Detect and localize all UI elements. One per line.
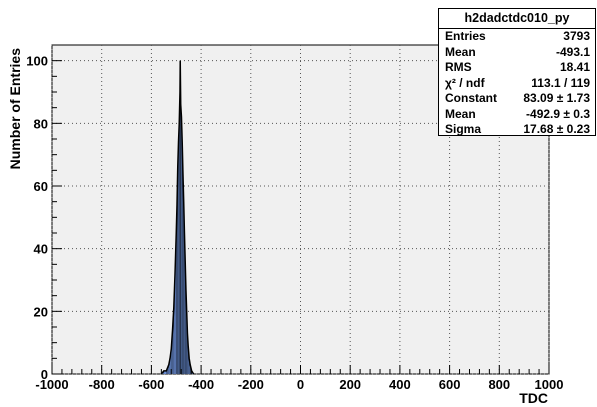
stats-rows: Entries 3793 Mean -493.1 RMS 18.41 χ² / ndf 113… xyxy=(439,29,595,138)
stats-row: Mean -493.1 xyxy=(439,45,595,61)
x-tick-label: -600 xyxy=(138,377,164,392)
stats-row: Mean -492.9 ± 0.3 xyxy=(439,107,595,123)
stats-label: RMS xyxy=(445,60,472,74)
y-axis-label: Number of Entries xyxy=(7,48,23,170)
x-tick-label: -400 xyxy=(188,377,214,392)
stats-row: Entries 3793 xyxy=(439,29,595,45)
x-tick-label: 600 xyxy=(439,377,461,392)
x-axis-label: TDC xyxy=(519,390,548,406)
axis-ticks xyxy=(51,44,550,375)
x-tick-label: 1000 xyxy=(535,377,564,392)
y-tick-label: 0 xyxy=(41,367,48,382)
stats-label: Constant xyxy=(445,91,497,105)
x-tick-label: 0 xyxy=(297,377,304,392)
x-tick-label: -800 xyxy=(89,377,115,392)
stats-row: RMS 18.41 xyxy=(439,60,595,76)
y-tick-label: 60 xyxy=(34,179,48,194)
stats-label: χ² / ndf xyxy=(445,75,485,90)
y-tick-label: 20 xyxy=(34,304,48,319)
stats-value: 17.68 ± 0.23 xyxy=(523,122,590,136)
histogram-bars xyxy=(160,60,195,375)
grid-lines xyxy=(51,45,550,375)
x-tick-label: -1000 xyxy=(35,377,68,392)
tick-labels: -1000 -800 -600 -400 -200 0 200 400 600 800 1000 0 2… xyxy=(26,54,563,392)
stats-value: 3793 xyxy=(563,29,590,43)
x-tick-label: 800 xyxy=(488,377,510,392)
stats-value: 113.1 / 119 xyxy=(531,75,590,90)
x-tick-label: -200 xyxy=(238,377,264,392)
stats-row: χ² / ndf 113.1 / 119 xyxy=(439,76,595,92)
stats-label: Mean xyxy=(445,106,476,121)
stats-value: -492.9 ± 0.3 xyxy=(526,106,590,121)
stats-value: 18.41 xyxy=(559,60,590,74)
stats-box: h2dadctdc010_py Entries 3793 Mean -493.1 RMS… xyxy=(438,8,596,136)
x-tick-label: 200 xyxy=(339,377,361,392)
stats-value: 83.09 ± 1.73 xyxy=(523,91,590,105)
stats-label: Sigma xyxy=(445,122,482,136)
stats-title: h2dadctdc010_py xyxy=(439,9,595,29)
y-tick-label: 80 xyxy=(34,116,48,131)
x-tick-label: 400 xyxy=(389,377,411,392)
stats-value: -493.1 xyxy=(555,44,590,59)
stats-row: Sigma 17.68 ± 0.23 xyxy=(439,122,595,138)
stats-label: Entries xyxy=(445,29,486,43)
y-tick-label: 40 xyxy=(34,242,48,257)
stats-label: Mean xyxy=(445,44,476,59)
y-tick-label: 100 xyxy=(26,54,48,69)
stats-row: Constant 83.09 ± 1.73 xyxy=(439,91,595,107)
